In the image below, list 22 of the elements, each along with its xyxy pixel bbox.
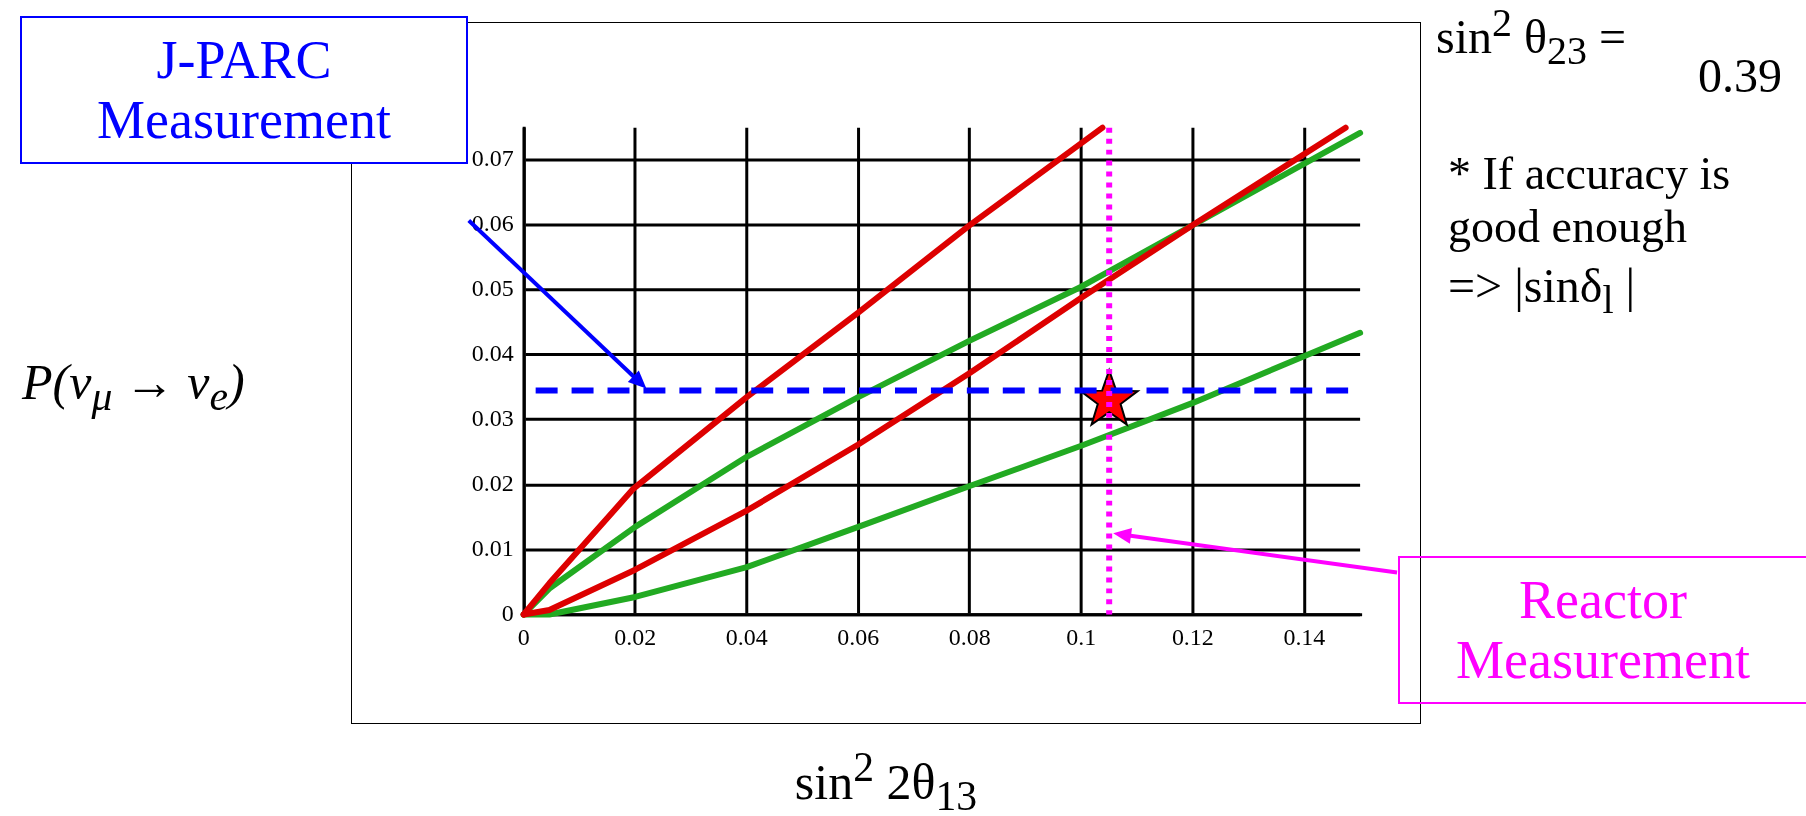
text: => |sinδ$_{l}$ | — [1448, 258, 1636, 323]
x-tick-label: 0.14 — [1283, 624, 1326, 651]
y-tick-label: 0 — [501, 599, 514, 626]
text: * If accuracy is good enough — [1448, 148, 1732, 254]
ref-line-label: Reactor Measurement — [1398, 556, 1806, 704]
text: 0.39 — [1698, 48, 1782, 104]
ref-line-label: J-PARC Measurement — [20, 16, 468, 164]
x-tick-label: 0.04 — [725, 624, 768, 651]
x-tick-label: 0.12 — [1171, 624, 1214, 651]
x-tick-label: 0.1 — [1066, 624, 1097, 651]
x-tick-label: 0.02 — [614, 624, 657, 651]
x-axis-title: sin$^{2}$ 2θ$_{13}$ — [793, 743, 979, 816]
y-tick-label: 0.02 — [471, 469, 514, 496]
y-tick-label: 0.07 — [471, 145, 514, 172]
y-tick-label: 0.03 — [471, 405, 514, 432]
y-tick-label: 0.01 — [471, 534, 514, 561]
text: sin$^{2}$ θ$_{23}$ = — [1436, 0, 1627, 74]
y-tick-label: 0.05 — [471, 275, 514, 302]
x-tick-label: 0.06 — [837, 624, 880, 651]
x-tick-label: 0.08 — [948, 624, 991, 651]
y-axis-title: P(ν$_{μ}$ → ν$_{e}$) — [22, 353, 245, 420]
y-tick-label: 0.04 — [471, 340, 514, 367]
